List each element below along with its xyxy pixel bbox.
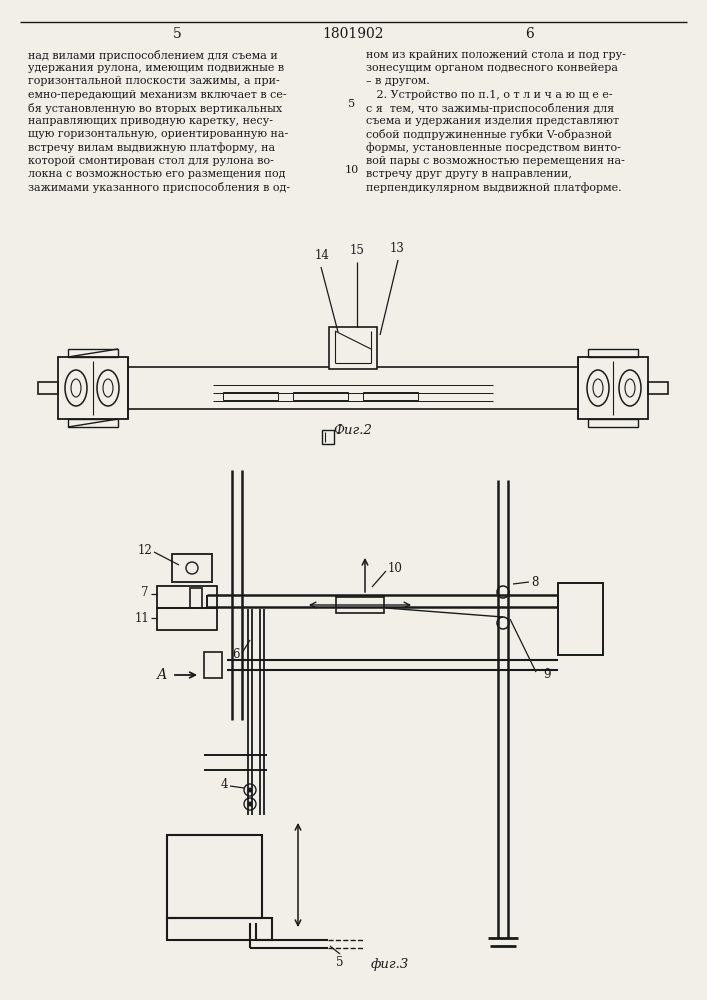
Bar bbox=[128, 367, 578, 409]
Text: 12: 12 bbox=[137, 544, 152, 556]
Bar bbox=[329, 327, 377, 369]
Bar bbox=[38, 382, 58, 394]
Text: перпендикулярном выдвижной платформе.: перпендикулярном выдвижной платформе. bbox=[366, 182, 621, 193]
Text: собой подпружиненные губки V-образной: собой подпружиненные губки V-образной bbox=[366, 129, 612, 140]
Bar bbox=[204, 652, 222, 678]
Text: 5: 5 bbox=[173, 27, 182, 41]
Text: 5: 5 bbox=[336, 956, 344, 969]
Text: зонесущим органом подвесного конвейера: зонесущим органом подвесного конвейера bbox=[366, 63, 618, 73]
Bar bbox=[322, 430, 334, 444]
Bar bbox=[223, 392, 278, 400]
Text: вой пары с возможностью перемещения на-: вой пары с возможностью перемещения на- bbox=[366, 156, 625, 166]
Bar bbox=[172, 554, 212, 582]
Text: съема и удержания изделия представляют: съема и удержания изделия представляют bbox=[366, 116, 619, 126]
Circle shape bbox=[247, 788, 252, 792]
Text: ном из крайних положений стола и под гру-: ном из крайних положений стола и под гру… bbox=[366, 50, 626, 60]
Bar bbox=[648, 382, 668, 394]
Circle shape bbox=[247, 802, 252, 806]
Bar bbox=[190, 588, 202, 608]
Text: локна с возможностью его размещения под: локна с возможностью его размещения под bbox=[28, 169, 286, 179]
Text: направляющих приводную каретку, несу-: направляющих приводную каретку, несу- bbox=[28, 116, 273, 126]
Text: горизонтальной плоскости зажимы, а при-: горизонтальной плоскости зажимы, а при- bbox=[28, 76, 280, 86]
Text: фиг.3: фиг.3 bbox=[371, 958, 409, 971]
Bar bbox=[558, 583, 603, 655]
Text: 1801902: 1801902 bbox=[322, 27, 384, 41]
Bar bbox=[578, 357, 648, 419]
Text: 9: 9 bbox=[543, 668, 551, 682]
Text: А: А bbox=[156, 668, 167, 682]
Text: 13: 13 bbox=[390, 242, 405, 255]
Text: над вилами приспособлением для съема и: над вилами приспособлением для съема и bbox=[28, 50, 278, 61]
Bar bbox=[293, 392, 348, 400]
Text: 7: 7 bbox=[141, 585, 149, 598]
Bar bbox=[588, 419, 638, 427]
Bar bbox=[363, 392, 418, 400]
Text: 15: 15 bbox=[350, 244, 365, 257]
Text: удержания рулона, имеющим подвижные в: удержания рулона, имеющим подвижные в bbox=[28, 63, 284, 73]
Text: формы, установленные посредством винто-: формы, установленные посредством винто- bbox=[366, 142, 621, 153]
Text: которой смонтирован стол для рулона во-: которой смонтирован стол для рулона во- bbox=[28, 156, 274, 166]
Text: 8: 8 bbox=[531, 576, 538, 588]
Text: 10: 10 bbox=[345, 165, 359, 175]
Bar bbox=[68, 419, 118, 427]
Text: 6: 6 bbox=[233, 648, 240, 662]
Text: 5: 5 bbox=[349, 99, 356, 109]
Text: бя установленную во вторых вертикальных: бя установленную во вторых вертикальных bbox=[28, 103, 282, 114]
Bar bbox=[167, 835, 262, 918]
Bar bbox=[58, 357, 128, 419]
Text: 14: 14 bbox=[315, 249, 330, 262]
Text: зажимами указанного приспособления в од-: зажимами указанного приспособления в од- bbox=[28, 182, 290, 193]
Bar bbox=[336, 597, 384, 613]
Text: 2. Устройство по п.1, о т л и ч а ю щ е е-: 2. Устройство по п.1, о т л и ч а ю щ е … bbox=[366, 90, 613, 100]
Text: встречу вилам выдвижную платформу, на: встречу вилам выдвижную платформу, на bbox=[28, 142, 275, 153]
Text: 4: 4 bbox=[221, 778, 228, 790]
Text: с я  тем, что зажимы-приспособления для: с я тем, что зажимы-приспособления для bbox=[366, 103, 614, 114]
Bar bbox=[157, 586, 217, 608]
Text: Фиг.2: Фиг.2 bbox=[334, 424, 373, 437]
Text: 6: 6 bbox=[525, 27, 534, 41]
Bar bbox=[588, 349, 638, 357]
Text: 11: 11 bbox=[134, 611, 149, 624]
Text: 10: 10 bbox=[388, 562, 403, 576]
Text: – в другом.: – в другом. bbox=[366, 76, 430, 86]
Text: емно-передающий механизм включает в се-: емно-передающий механизм включает в се- bbox=[28, 90, 286, 100]
Bar bbox=[157, 608, 217, 630]
Text: щую горизонтальную, ориентированную на-: щую горизонтальную, ориентированную на- bbox=[28, 129, 288, 139]
Bar bbox=[167, 918, 272, 940]
Text: встречу друг другу в направлении,: встречу друг другу в направлении, bbox=[366, 169, 572, 179]
Bar bbox=[68, 349, 118, 357]
